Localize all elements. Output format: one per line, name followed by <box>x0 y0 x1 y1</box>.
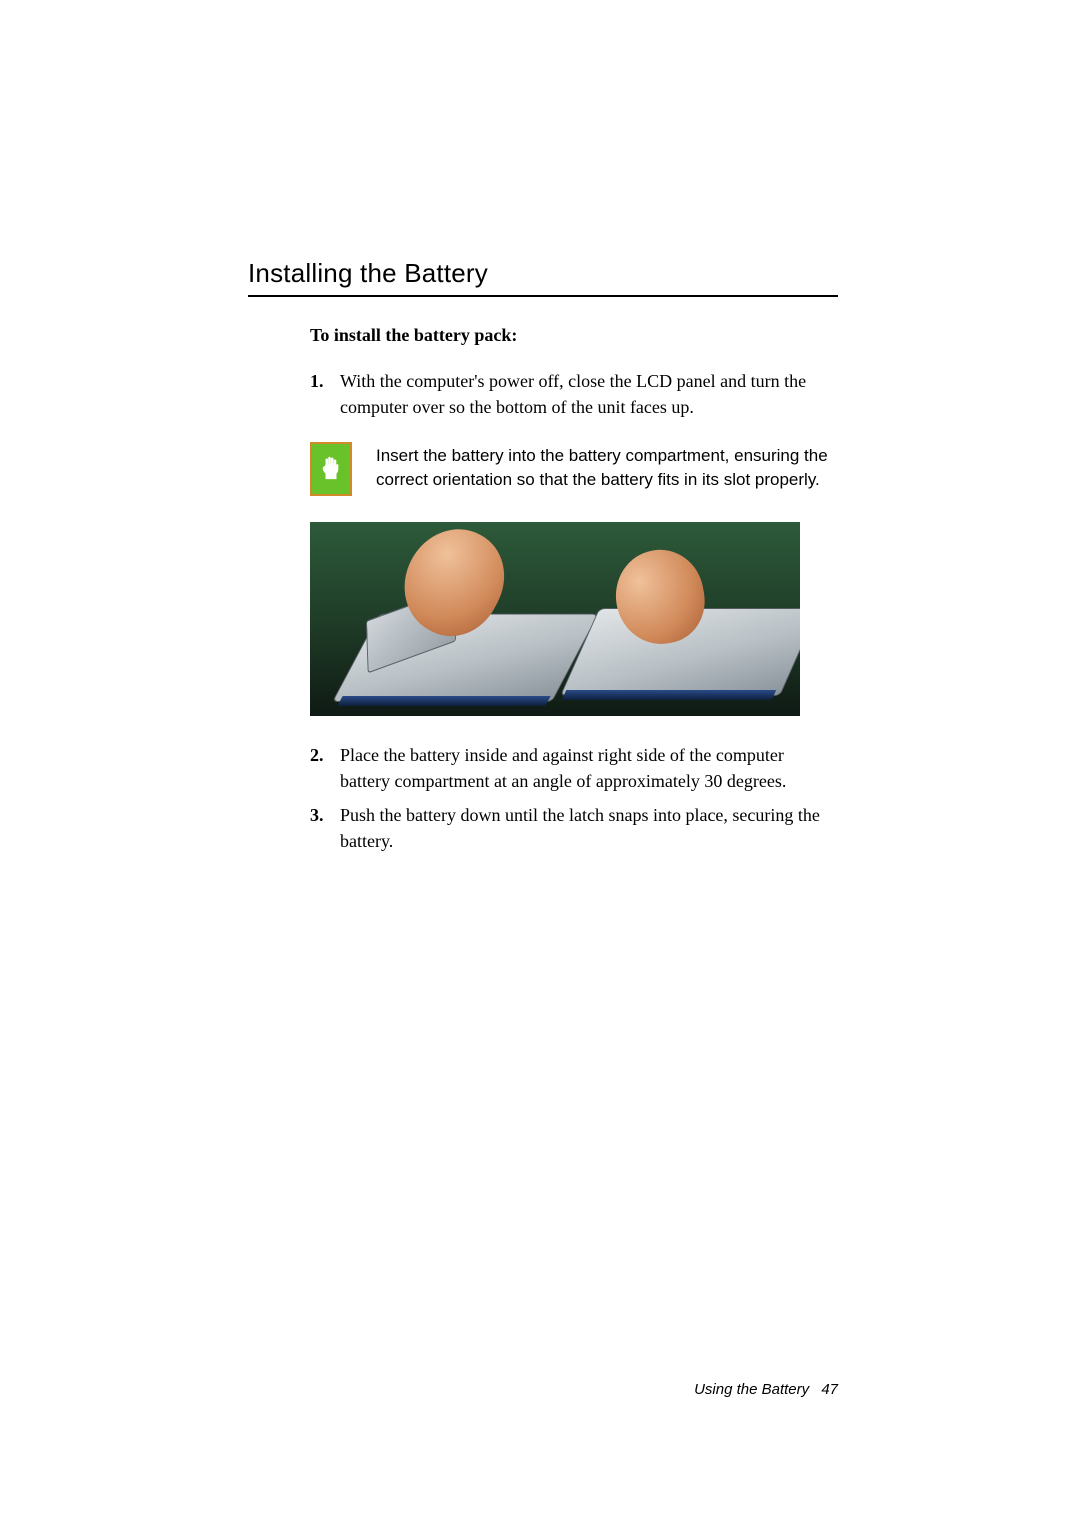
step-text: Place the battery inside and against rig… <box>340 742 838 794</box>
steps-list: 1. With the computer's power off, close … <box>310 368 838 420</box>
step-item: 1. With the computer's power off, close … <box>310 368 838 420</box>
footer-section-title: Using the Battery <box>694 1381 809 1398</box>
step-number: 1. <box>310 368 340 420</box>
step-number: 2. <box>310 742 340 794</box>
document-page: Installing the Battery To install the ba… <box>0 0 1080 1528</box>
note-text: Insert the battery into the battery comp… <box>376 442 838 492</box>
section-heading: Installing the Battery <box>248 258 838 289</box>
subheading: To install the battery pack: <box>310 325 838 346</box>
laptop-edge <box>562 690 776 700</box>
steps-list-continued: 2. Place the battery inside and against … <box>310 742 838 854</box>
footer-page-number: 47 <box>821 1381 838 1398</box>
content-block: To install the battery pack: 1. With the… <box>248 325 838 855</box>
step-text: Push the battery down until the latch sn… <box>340 802 838 854</box>
note-block: Insert the battery into the battery comp… <box>310 442 838 496</box>
heading-rule <box>248 295 838 297</box>
instruction-photo <box>310 522 800 716</box>
step-item: 3. Push the battery down until the latch… <box>310 802 838 854</box>
page-footer: Using the Battery 47 <box>694 1381 838 1398</box>
step-item: 2. Place the battery inside and against … <box>310 742 838 794</box>
laptop-edge <box>337 696 550 706</box>
step-text: With the computer's power off, close the… <box>340 368 838 420</box>
step-number: 3. <box>310 802 340 854</box>
caution-hand-icon <box>310 442 352 496</box>
